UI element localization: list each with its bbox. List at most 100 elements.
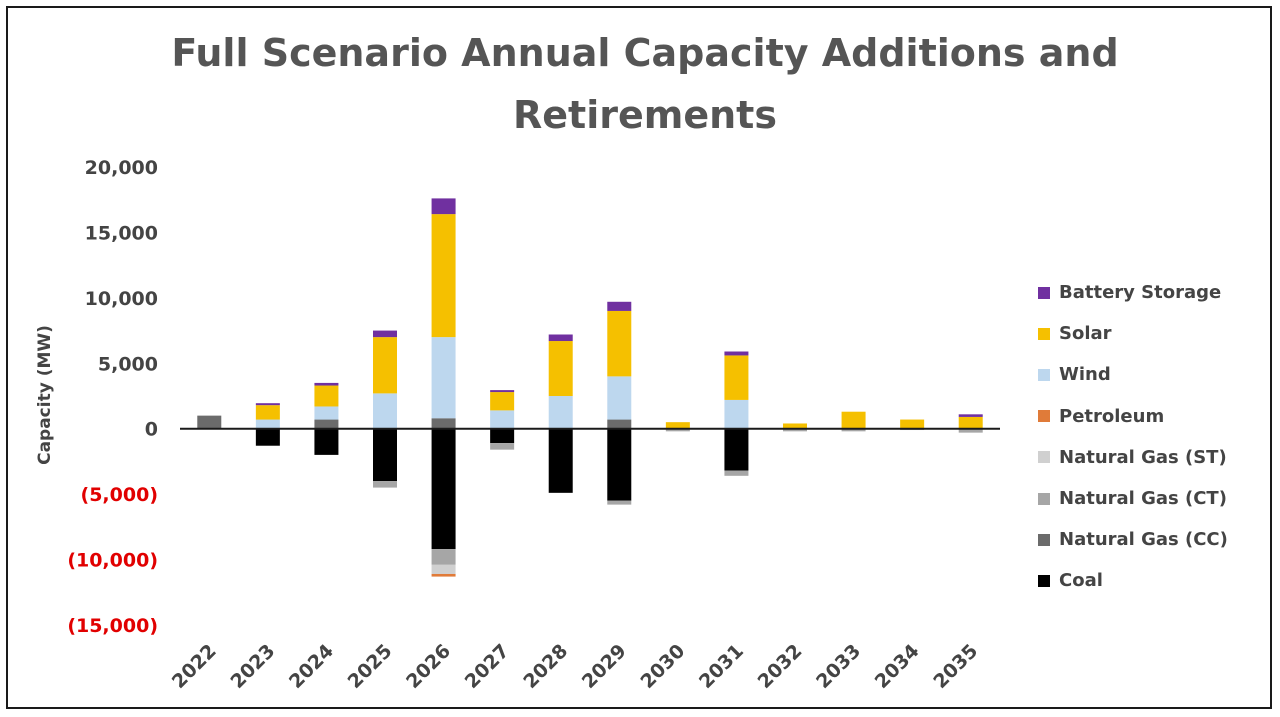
x-tick-label: 2031 [695, 640, 748, 693]
legend-label: Solar [1059, 323, 1112, 345]
bar-segment [431, 564, 456, 574]
bar-segment [548, 334, 573, 342]
legend-label: Wind [1059, 364, 1111, 386]
bar-segment [431, 214, 456, 338]
bar-segment [373, 330, 397, 338]
legend-label: Petroleum [1059, 405, 1165, 427]
x-tick-label: 2034 [871, 640, 924, 693]
bar-segment [607, 310, 632, 377]
x-tick-label: 2028 [519, 640, 572, 693]
bar-segment [431, 549, 456, 565]
bar-segment [724, 355, 749, 400]
bar-segment [373, 481, 397, 488]
x-tick-label: 2024 [285, 640, 338, 693]
bar-segment [724, 428, 749, 471]
bar-segment [900, 419, 925, 429]
bar-segment [197, 415, 222, 429]
bar-segment [607, 301, 632, 311]
bar-segment [255, 419, 280, 429]
bar-segment [431, 198, 456, 215]
bar-segment [783, 428, 807, 432]
x-tick-label: 2026 [402, 640, 455, 693]
chart-legend: Battery Storage Solar Wind Petroleum Natural… [1038, 272, 1270, 602]
legend-item: Wind [1038, 354, 1270, 395]
legend-item: Petroleum [1038, 396, 1270, 437]
legend-swatch [1038, 410, 1050, 423]
bar-segment [607, 419, 632, 429]
y-tick-label: 0 [145, 419, 158, 441]
bar-segment [431, 418, 456, 429]
bar-segment [431, 337, 456, 419]
bar-segment [783, 423, 807, 429]
y-tick-label: 20,000 [85, 157, 158, 179]
bar-segment [314, 406, 339, 420]
bar-segment [490, 428, 515, 444]
bar-segment [314, 428, 339, 455]
y-tick-label: (5,000) [81, 484, 158, 506]
bar-segment [841, 428, 866, 432]
bar-segment [958, 428, 983, 433]
y-axis-label: Capacity (MW) [35, 325, 55, 465]
x-tick-label: 2030 [636, 640, 689, 693]
bar-segment [607, 500, 632, 505]
x-tick-label: 2029 [578, 640, 631, 693]
legend-swatch [1038, 368, 1050, 381]
bar-segment [373, 393, 397, 429]
bar-segment [724, 399, 749, 429]
legend-swatch [1038, 451, 1050, 464]
bar-segment [607, 376, 632, 420]
legend-item: Coal [1038, 560, 1270, 601]
legend-swatch [1038, 533, 1050, 546]
bar-segment [548, 341, 573, 396]
legend-item: Natural Gas (ST) [1038, 437, 1270, 478]
bar-segment [431, 573, 456, 577]
y-tick-label: (15,000) [67, 615, 158, 637]
bar-segment [255, 405, 280, 420]
legend-item: Battery Storage [1038, 272, 1270, 313]
x-tick-label: 2022 [168, 640, 221, 693]
bar-segment [255, 403, 280, 406]
chart-frame [6, 6, 1272, 709]
bar-segment [490, 392, 515, 411]
legend-item: Natural Gas (CT) [1038, 478, 1270, 519]
bar-segment [490, 410, 515, 429]
x-tick-label: 2027 [461, 640, 514, 693]
bar-segment [255, 428, 280, 446]
x-tick-label: 2035 [929, 640, 982, 693]
legend-label: Natural Gas (CC) [1059, 529, 1228, 551]
y-tick-label: 10,000 [85, 288, 158, 310]
legend-label: Natural Gas (CT) [1059, 488, 1227, 510]
legend-label: Natural Gas (ST) [1059, 446, 1227, 468]
legend-item: Natural Gas (CC) [1038, 519, 1270, 560]
bar-segment [314, 419, 339, 429]
bar-segment [431, 428, 456, 550]
y-tick-label: 5,000 [98, 353, 158, 375]
x-tick-label: 2033 [812, 640, 865, 693]
x-tick-label: 2023 [226, 640, 279, 693]
bar-segment [665, 422, 690, 429]
legend-swatch [1038, 492, 1050, 505]
bar-segment [490, 443, 515, 450]
y-tick-label: (10,000) [67, 550, 158, 572]
bar-segment [314, 382, 339, 386]
legend-swatch [1038, 286, 1050, 299]
bar-segment [841, 411, 866, 429]
bar-segment [373, 428, 397, 482]
legend-swatch [1038, 574, 1050, 587]
chart-title: Full Scenario Annual Capacity Additions … [171, 31, 1119, 137]
bar-segment [490, 390, 515, 393]
bar-segment [548, 428, 573, 493]
bar-segment [314, 385, 339, 407]
y-tick-label: 15,000 [85, 222, 158, 244]
bar-segment [724, 351, 749, 356]
legend-label: Coal [1059, 570, 1103, 592]
x-tick-label: 2025 [344, 640, 397, 693]
legend-item: Solar [1038, 313, 1270, 354]
bar-segment [958, 416, 983, 429]
bar-segment [548, 396, 573, 429]
legend-swatch [1038, 327, 1050, 340]
bar-segment [607, 428, 632, 501]
bar-segment [958, 414, 983, 417]
x-tick-label: 2032 [754, 640, 807, 693]
